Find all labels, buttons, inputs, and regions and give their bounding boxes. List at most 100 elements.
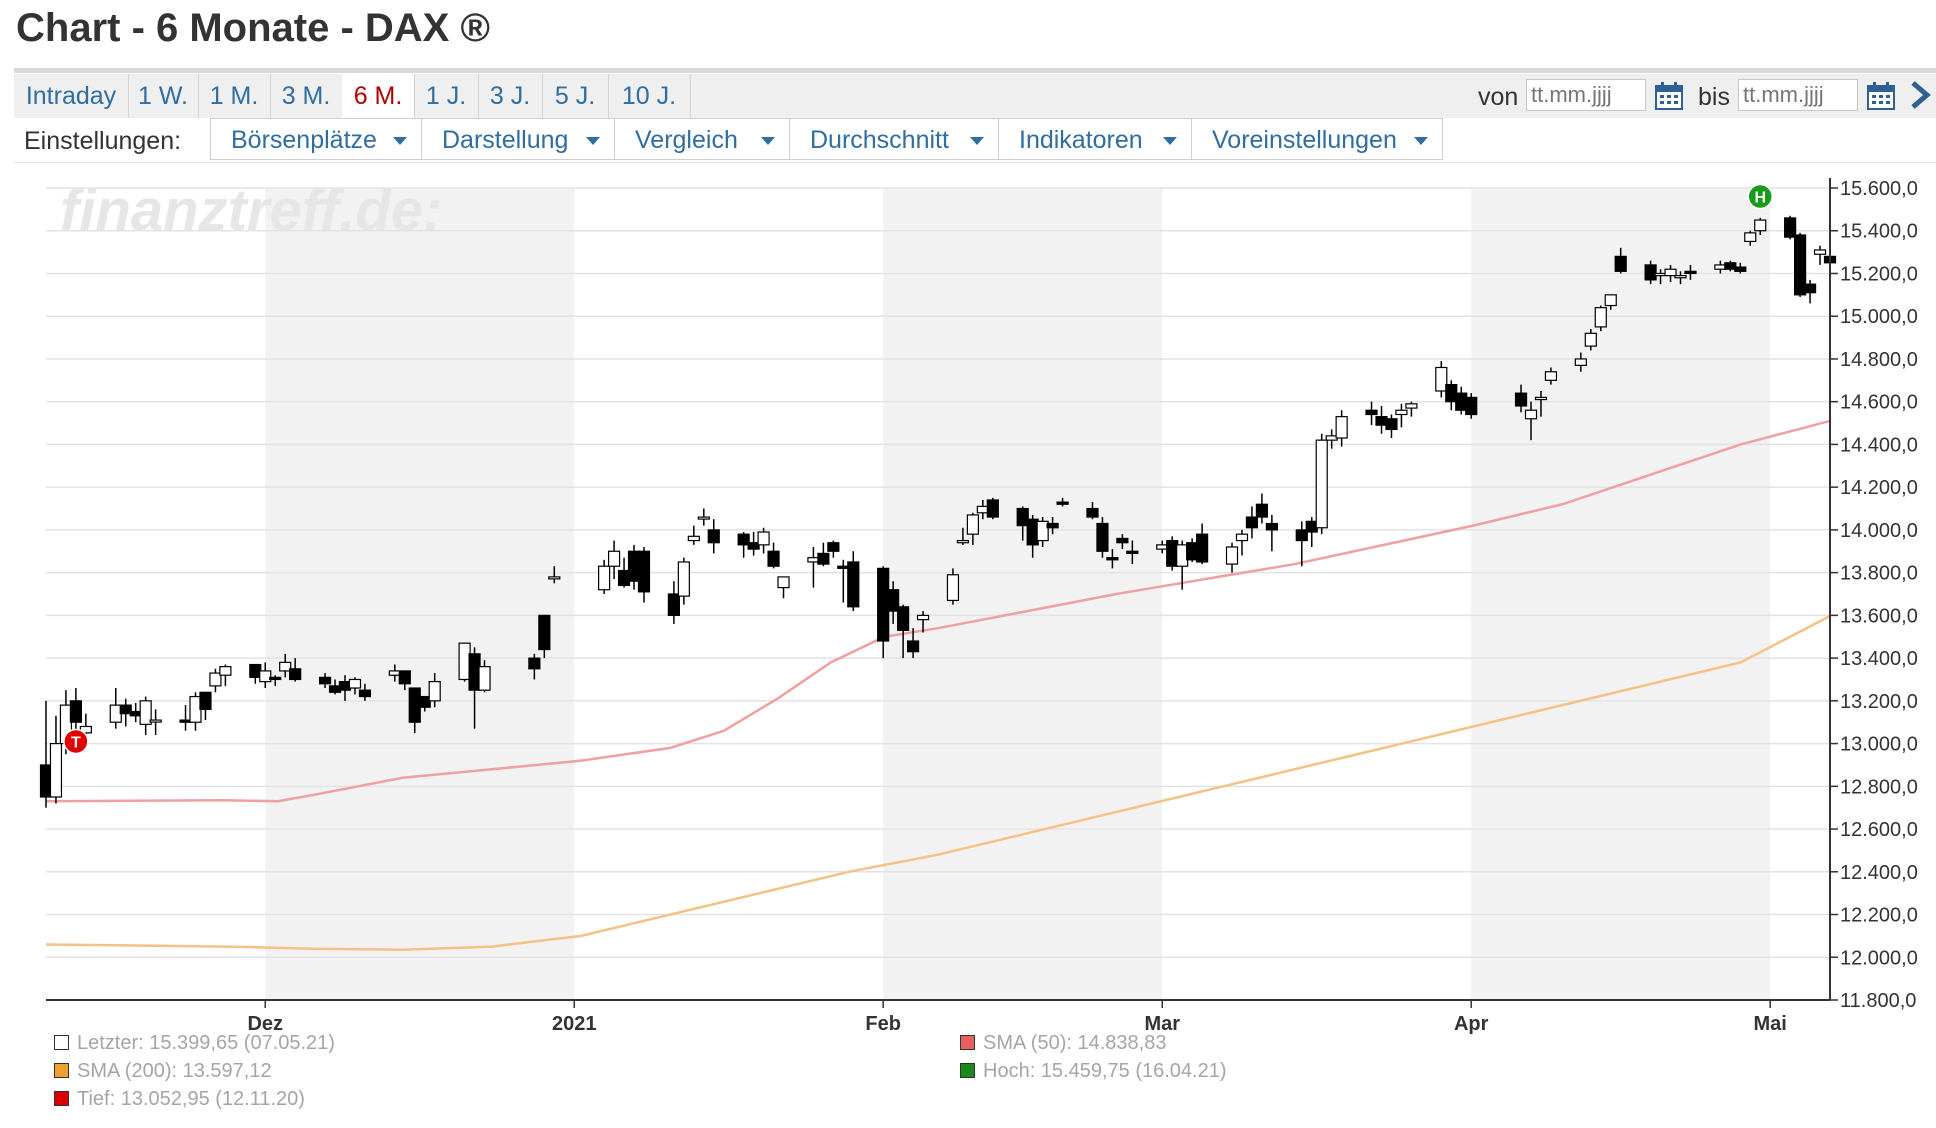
candle-body [348, 678, 362, 689]
legend-high: Hoch: 15.459,75 (16.04.21) [960, 1060, 1227, 1083]
candle-body [637, 550, 651, 593]
candle-body [1614, 255, 1627, 272]
menu-boersenplaetze[interactable]: Börsenplätze [210, 118, 422, 160]
candle [398, 670, 411, 691]
candle [1524, 401, 1538, 441]
candle [39, 700, 53, 808]
candle [189, 692, 202, 731]
candle [478, 660, 491, 693]
candle [1644, 260, 1657, 285]
candle-body [1584, 332, 1597, 347]
candle-body [817, 552, 830, 565]
candle-body [1534, 396, 1548, 401]
candle-body [1305, 520, 1318, 533]
tab-3m[interactable]: 3 M. [270, 74, 343, 118]
candle [249, 663, 262, 684]
candle-body [897, 606, 910, 631]
legend-text: SMA (50): 14.838,83 [983, 1032, 1167, 1054]
candle [817, 542, 830, 567]
chevron-right-icon[interactable] [1905, 80, 1935, 110]
y-tick-label: 14.000,0 [1840, 520, 1918, 542]
candle-body [1465, 396, 1478, 416]
x-tick-label: Mar [1144, 1013, 1180, 1035]
candle-body [1813, 249, 1827, 255]
candle-body [139, 700, 152, 725]
candle [777, 576, 790, 599]
candle [1734, 262, 1747, 274]
menu-durchschnitt[interactable]: Durchschnitt [789, 118, 999, 160]
y-tick-label: 14.600,0 [1840, 392, 1918, 414]
tab-10j[interactable]: 10 J. [608, 74, 691, 118]
tab-3j[interactable]: 3 J. [478, 74, 543, 118]
candle-body [1186, 542, 1199, 561]
candle [458, 642, 471, 682]
to-label: bis [1698, 83, 1730, 111]
candle [1335, 410, 1348, 447]
settings-label: Einstellungen: [24, 127, 182, 155]
y-tick-label: 14.800,0 [1840, 349, 1918, 371]
candle [1724, 260, 1737, 272]
candle-body [1794, 234, 1807, 296]
candle [259, 662, 272, 689]
candle-body [906, 640, 920, 653]
from-date-input[interactable] [1526, 79, 1646, 111]
candle-body [1544, 371, 1558, 381]
tab-6m[interactable]: 6 M. [342, 74, 415, 118]
candle-body [1604, 294, 1617, 307]
candle [1106, 549, 1119, 569]
y-tick-label: 14.400,0 [1840, 434, 1918, 456]
calendar-icon[interactable] [1654, 81, 1684, 111]
candle [1465, 393, 1478, 419]
menu-label: Vergleich [635, 126, 738, 154]
tab-5j[interactable]: 5 J. [542, 74, 609, 118]
candle [1315, 433, 1328, 535]
caret-down-icon [393, 137, 407, 145]
candle-body [269, 676, 282, 681]
candle [1096, 517, 1109, 558]
x-tick-label: Apr [1454, 1013, 1489, 1035]
candle-body [1514, 392, 1528, 407]
candle-body [877, 567, 890, 642]
candle-body [1724, 262, 1737, 270]
candle-body [1574, 358, 1587, 366]
settings-bar: Einstellungen: Börsenplätze Darstellung … [14, 118, 1936, 163]
candle-body [1594, 307, 1607, 328]
to-date-input[interactable] [1738, 79, 1858, 111]
menu-voreinstellungen[interactable]: Voreinstellungen [1191, 118, 1443, 160]
caret-down-icon [586, 137, 600, 145]
candle [916, 611, 930, 633]
y-tick-label: 12.800,0 [1840, 776, 1918, 798]
candle [119, 698, 132, 727]
calendar-icon[interactable] [1866, 81, 1896, 111]
candle-body [149, 719, 162, 723]
caret-down-icon [1414, 137, 1428, 145]
candle-body [747, 542, 760, 550]
candle [1225, 542, 1239, 573]
menu-indikatoren[interactable]: Indikatoren [998, 118, 1192, 160]
tab-1w[interactable]: 1 W. [128, 74, 199, 118]
tab-1j[interactable]: 1 J. [414, 74, 479, 118]
legend-text: Letzter: 15.399,65 (07.05.21) [77, 1032, 335, 1054]
legend-swatch [960, 1035, 975, 1050]
y-tick-label: 13.200,0 [1840, 691, 1918, 713]
candle [1196, 523, 1209, 565]
candle-body [548, 576, 561, 580]
candle [1614, 247, 1627, 274]
candle [1395, 403, 1408, 428]
candle [1016, 506, 1029, 541]
menu-vergleich[interactable]: Vergleich [614, 118, 790, 160]
candle-body [697, 516, 710, 520]
legend-low: Tief: 13.052,95 (12.11.20) [54, 1088, 305, 1111]
candle [1544, 367, 1558, 385]
candle [1744, 230, 1757, 246]
candle-body [259, 670, 272, 683]
candle-body [49, 742, 63, 798]
candle-body [1106, 557, 1119, 561]
candle [757, 527, 770, 554]
candle-body [946, 574, 960, 602]
candle-body [39, 764, 53, 798]
candle-body [388, 670, 401, 676]
tab-1m[interactable]: 1 M. [198, 74, 271, 118]
tab-intraday[interactable]: Intraday [14, 74, 129, 118]
menu-darstellung[interactable]: Darstellung [421, 118, 615, 160]
